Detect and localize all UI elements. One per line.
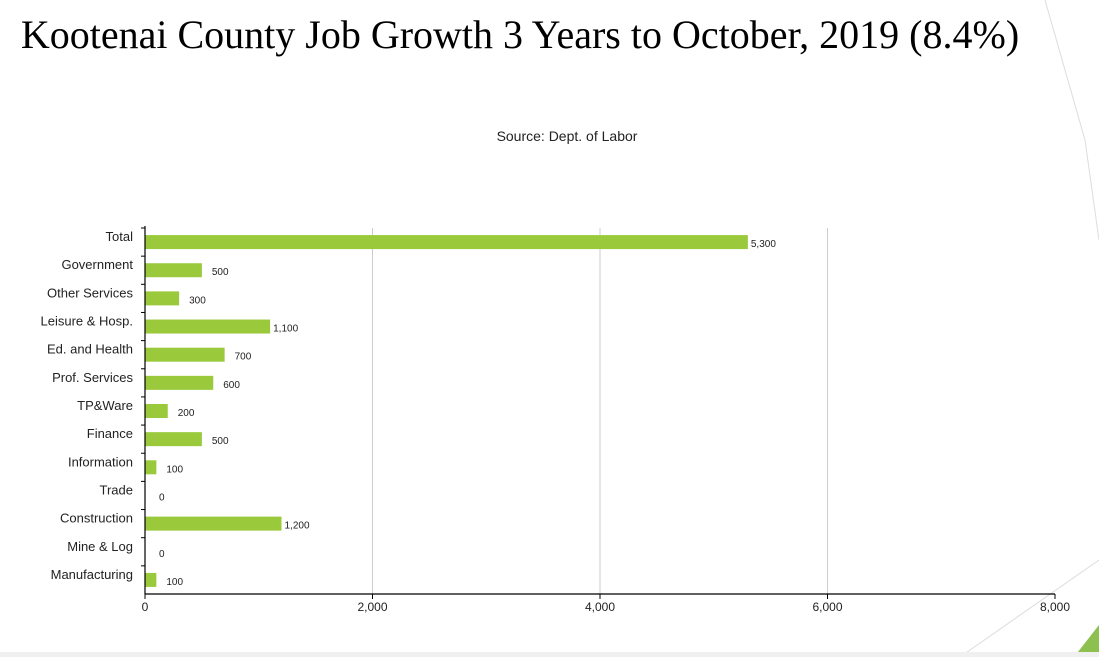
bar xyxy=(145,291,180,306)
bar xyxy=(145,432,202,447)
bar xyxy=(145,516,282,531)
category-label: Trade xyxy=(100,482,133,497)
slide-title: Kootenai County Job Growth 3 Years to Oc… xyxy=(20,12,1020,57)
decor-line xyxy=(1084,139,1099,241)
data-label: 1,200 xyxy=(285,521,310,532)
category-label: Mine & Log xyxy=(67,539,133,554)
x-tick-label: 6,000 xyxy=(812,600,842,614)
data-label: 500 xyxy=(212,436,229,447)
chart-subtitle: Source: Dept. of Labor xyxy=(497,128,638,144)
bar xyxy=(145,347,225,362)
data-label: 600 xyxy=(223,380,240,391)
bar xyxy=(145,404,168,418)
category-label: TP&Ware xyxy=(77,398,133,413)
x-tick-label: 4,000 xyxy=(585,600,615,614)
category-label: Other Services xyxy=(47,285,133,300)
data-label: 5,300 xyxy=(751,239,776,250)
x-tick-label: 0 xyxy=(142,600,149,614)
category-label: Construction xyxy=(60,511,133,526)
bar xyxy=(145,375,214,390)
category-label: Prof. Services xyxy=(52,370,133,385)
data-label: 100 xyxy=(166,464,183,475)
data-label: 700 xyxy=(235,352,252,363)
bar xyxy=(145,263,202,278)
category-label: Manufacturing xyxy=(51,567,133,582)
category-label: Total xyxy=(106,229,134,244)
decor-line xyxy=(1044,0,1086,141)
accent-triangle xyxy=(1074,625,1099,657)
category-label: Information xyxy=(68,454,133,469)
bar xyxy=(145,460,157,475)
data-label: 500 xyxy=(212,267,229,278)
bar xyxy=(145,319,271,334)
data-label: 100 xyxy=(166,577,183,588)
category-label: Ed. and Health xyxy=(47,342,133,357)
data-label: 300 xyxy=(189,295,206,306)
bar xyxy=(145,235,748,250)
category-label: Government xyxy=(61,257,133,272)
data-label: 0 xyxy=(159,549,165,560)
data-label: 0 xyxy=(159,492,165,503)
decor-line xyxy=(959,559,1099,657)
bottom-strip xyxy=(0,652,1099,657)
data-label: 200 xyxy=(178,408,195,419)
category-label: Leisure & Hosp. xyxy=(41,314,134,329)
x-tick-label: 2,000 xyxy=(357,600,387,614)
category-label: Finance xyxy=(87,426,133,441)
bar xyxy=(145,572,157,587)
data-label: 1,100 xyxy=(273,324,298,335)
x-tick-label: 8,000 xyxy=(1040,600,1070,614)
